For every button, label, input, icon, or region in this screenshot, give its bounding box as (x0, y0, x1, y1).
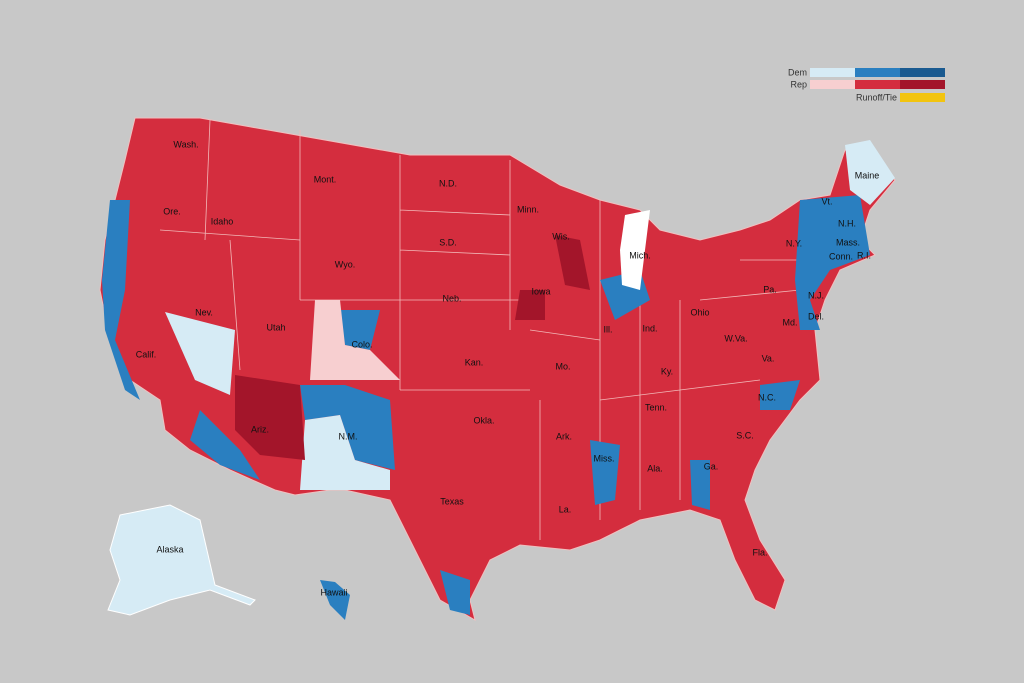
dem-region (102, 200, 140, 400)
dem-region (440, 570, 470, 615)
legend-label: Dem (788, 67, 807, 77)
state-label: Maine (855, 170, 880, 180)
legend-label: Runoff/Tie (856, 92, 897, 102)
state-label: Minn. (517, 204, 539, 214)
legend-label: Rep (790, 79, 807, 89)
lean-dem-region (300, 415, 390, 490)
state-label: S.D. (439, 237, 457, 247)
dem-region (590, 440, 620, 505)
strong-rep-region (515, 290, 545, 320)
state-label: Ore. (163, 206, 181, 216)
state-label: Nev. (195, 307, 213, 317)
legend-swatch (900, 93, 945, 102)
state-label: Md. (782, 317, 797, 327)
state-label: La. (559, 504, 572, 514)
state-label: Mass. (836, 237, 860, 247)
dem-region (300, 385, 395, 470)
hawaii (320, 580, 350, 620)
state-label: Va. (762, 353, 775, 363)
state-label: Vt. (821, 196, 832, 206)
state-label: Alaska (156, 544, 183, 554)
state-label: Mich. (629, 250, 651, 260)
state-label: Miss. (594, 453, 615, 463)
state-label: N.H. (838, 218, 856, 228)
state-label: Tenn. (645, 402, 667, 412)
legend-swatch (810, 68, 855, 77)
light-regions (107, 140, 895, 620)
state-label: Wash. (173, 139, 198, 149)
state-label: N.M. (339, 431, 358, 441)
state-label: N.Y. (786, 238, 802, 248)
state-label: Del. (808, 311, 824, 321)
state-label: Utah (266, 322, 285, 332)
state-label: R.I. (857, 250, 871, 260)
state-label: Ohio (690, 307, 709, 317)
lake-michigan (620, 210, 650, 290)
dem-districts (102, 195, 870, 615)
lean-dem-region (845, 140, 895, 205)
dem-region (795, 195, 870, 330)
state-label: Iowa (531, 286, 550, 296)
lean-rep-region (310, 300, 400, 380)
state-label: Ark. (556, 431, 572, 441)
state-label: N.D. (439, 178, 457, 188)
state-label: Mont. (314, 174, 337, 184)
state-label: Ill. (604, 324, 613, 334)
legend-swatch (900, 80, 945, 89)
state-label: N.J. (808, 290, 824, 300)
legend-swatch (855, 80, 900, 89)
alaska (107, 504, 256, 616)
strong-rep-region (555, 235, 590, 290)
strong-rep-region (235, 375, 305, 460)
dem-region (340, 310, 380, 350)
state-label: N.C. (758, 392, 776, 402)
state-label: Colo. (351, 339, 372, 349)
lean-dem-region (165, 312, 235, 395)
state-borders (159, 119, 830, 540)
state-labels: Wash. Ore. Idaho Mont. N.D. S.D. Wyo. Neb. Nev. U… (136, 139, 880, 597)
legend-swatch (810, 80, 855, 89)
state-label: Kan. (465, 357, 484, 367)
state-label: Wis. (552, 231, 570, 241)
state-label: Pa. (763, 284, 777, 294)
state-label: Wyo. (335, 259, 355, 269)
dem-region (760, 380, 800, 410)
state-label: Texas (440, 496, 464, 506)
state-label: Ind. (642, 323, 657, 333)
state-label: Hawaii (320, 587, 347, 597)
state-label: Neb. (442, 293, 461, 303)
state-label: Calif. (136, 349, 157, 359)
state-label: Ala. (647, 463, 663, 473)
state-label: Mo. (555, 361, 570, 371)
state-label: Ariz. (251, 424, 269, 434)
state-label: Okla. (473, 415, 494, 425)
state-label: W.Va. (724, 333, 747, 343)
dem-region (690, 460, 710, 510)
state-label: Conn. (829, 251, 853, 261)
state-label: S.C. (736, 430, 754, 440)
legend-swatch (855, 68, 900, 77)
state-label: Ky. (661, 366, 673, 376)
legend: Dem Rep Runoff/Tie (788, 67, 945, 102)
state-label: Fla. (752, 547, 767, 557)
state-label: Idaho (211, 216, 234, 226)
state-label: Ga. (704, 461, 719, 471)
dem-region (190, 410, 260, 480)
legend-swatch (900, 68, 945, 77)
